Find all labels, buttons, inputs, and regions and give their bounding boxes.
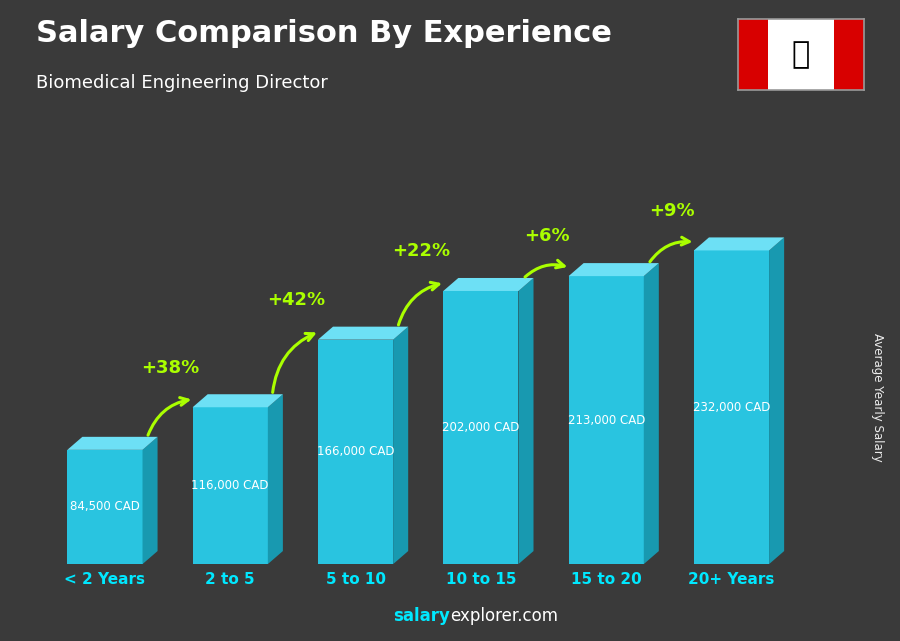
Polygon shape (644, 263, 659, 564)
Bar (833, 19, 864, 90)
Text: +6%: +6% (524, 228, 570, 246)
Text: 🍁: 🍁 (792, 40, 810, 69)
Polygon shape (569, 276, 643, 564)
Text: Average Yearly Salary: Average Yearly Salary (871, 333, 884, 462)
Polygon shape (518, 278, 534, 564)
Text: 232,000 CAD: 232,000 CAD (693, 401, 770, 413)
Polygon shape (444, 291, 518, 564)
Polygon shape (318, 327, 409, 340)
Polygon shape (694, 251, 770, 564)
Polygon shape (142, 437, 157, 564)
Text: explorer.com: explorer.com (450, 607, 558, 625)
Text: 84,500 CAD: 84,500 CAD (70, 501, 140, 513)
Text: +38%: +38% (141, 358, 200, 376)
Polygon shape (444, 278, 534, 291)
Polygon shape (193, 394, 283, 407)
Bar (738, 19, 769, 90)
Text: +22%: +22% (392, 242, 450, 260)
Polygon shape (770, 237, 784, 564)
Text: +9%: +9% (649, 202, 695, 220)
Polygon shape (694, 237, 784, 251)
Text: 166,000 CAD: 166,000 CAD (317, 445, 394, 458)
Text: Salary Comparison By Experience: Salary Comparison By Experience (36, 19, 612, 48)
Polygon shape (393, 327, 409, 564)
Text: +42%: +42% (266, 291, 325, 309)
Text: 213,000 CAD: 213,000 CAD (568, 413, 645, 427)
Polygon shape (68, 450, 142, 564)
Polygon shape (193, 407, 268, 564)
Polygon shape (569, 263, 659, 276)
Text: Biomedical Engineering Director: Biomedical Engineering Director (36, 74, 328, 92)
Text: 116,000 CAD: 116,000 CAD (192, 479, 269, 492)
Polygon shape (268, 394, 283, 564)
Text: 202,000 CAD: 202,000 CAD (442, 421, 519, 434)
Polygon shape (68, 437, 158, 450)
Text: salary: salary (393, 607, 450, 625)
Polygon shape (318, 340, 393, 564)
